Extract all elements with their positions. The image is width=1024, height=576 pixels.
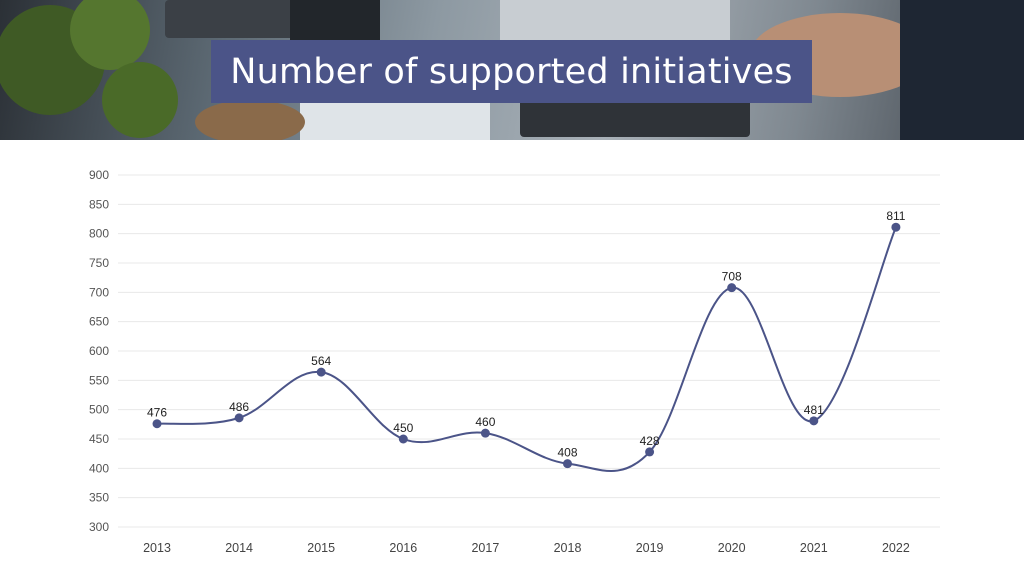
coffee-cup xyxy=(195,100,305,140)
x-tick-label: 2020 xyxy=(718,541,746,555)
series-line xyxy=(156,226,897,472)
laptop-base xyxy=(500,0,730,45)
y-tick-label: 500 xyxy=(89,403,109,417)
x-axis: 2013 2014 2015 2016 2017 2018 2019 2020 2021 2022 xyxy=(143,541,910,555)
data-point xyxy=(152,419,162,429)
y-tick-label: 700 xyxy=(89,285,109,299)
data-label: 460 xyxy=(475,415,495,429)
x-tick-label: 2015 xyxy=(307,541,335,555)
slide-title: Number of supported initiatives xyxy=(230,51,793,92)
data-point xyxy=(727,283,737,293)
y-tick-label: 600 xyxy=(89,344,109,358)
x-tick-label: 2014 xyxy=(225,541,253,555)
y-tick-label: 900 xyxy=(89,168,109,182)
data-label: 408 xyxy=(557,446,577,460)
y-tick-label: 800 xyxy=(89,227,109,241)
title-box: Number of supported initiatives xyxy=(211,40,812,103)
y-tick-label: 450 xyxy=(89,432,109,446)
x-tick-label: 2021 xyxy=(800,541,828,555)
data-point xyxy=(398,434,408,444)
data-point xyxy=(234,413,244,423)
data-label: 476 xyxy=(147,406,167,420)
data-point xyxy=(480,428,490,438)
y-tick-label: 850 xyxy=(89,197,109,211)
x-tick-label: 2013 xyxy=(143,541,171,555)
y-tick-label: 400 xyxy=(89,461,109,475)
plant-leaves-2 xyxy=(70,0,150,70)
suit-sleeve xyxy=(900,0,1024,140)
x-tick-label: 2017 xyxy=(471,541,499,555)
data-point xyxy=(316,367,326,377)
keyboard-right xyxy=(520,95,750,137)
y-tick-label: 550 xyxy=(89,373,109,387)
x-tick-label: 2016 xyxy=(389,541,417,555)
x-tick-label: 2018 xyxy=(554,541,582,555)
x-tick-label: 2022 xyxy=(882,541,910,555)
data-label: 481 xyxy=(804,403,824,417)
y-tick-label: 650 xyxy=(89,315,109,329)
data-point xyxy=(809,416,819,426)
y-tick-label: 300 xyxy=(89,520,109,534)
documents xyxy=(300,100,490,140)
y-axis: 300 350 400 450 500 550 600 650 700 750 800 850 900 xyxy=(89,168,109,534)
data-point xyxy=(891,222,901,232)
data-point xyxy=(645,447,655,457)
line-chart: 300350400450500550600650700750800850900 … xyxy=(89,168,940,555)
data-label: 708 xyxy=(722,270,742,284)
gridlines xyxy=(118,174,940,528)
data-label: 450 xyxy=(393,421,413,435)
data-points xyxy=(152,222,901,469)
office-desk-photo xyxy=(0,0,1024,140)
y-tick-label: 750 xyxy=(89,256,109,270)
data-labels: 476 486 564 450 460 408 428 708 481 811 xyxy=(147,209,906,459)
plant-leaves-3 xyxy=(102,62,178,138)
y-tick-label: 350 xyxy=(89,491,109,505)
data-label: 428 xyxy=(640,434,660,448)
data-label: 486 xyxy=(229,400,249,414)
x-tick-label: 2019 xyxy=(636,541,664,555)
data-point xyxy=(563,459,572,469)
header-banner: Number of supported initiatives xyxy=(0,0,1024,140)
keyboard-left xyxy=(165,0,300,38)
data-label: 564 xyxy=(311,354,331,368)
laptop-lid xyxy=(290,0,380,40)
data-label: 811 xyxy=(886,209,905,223)
